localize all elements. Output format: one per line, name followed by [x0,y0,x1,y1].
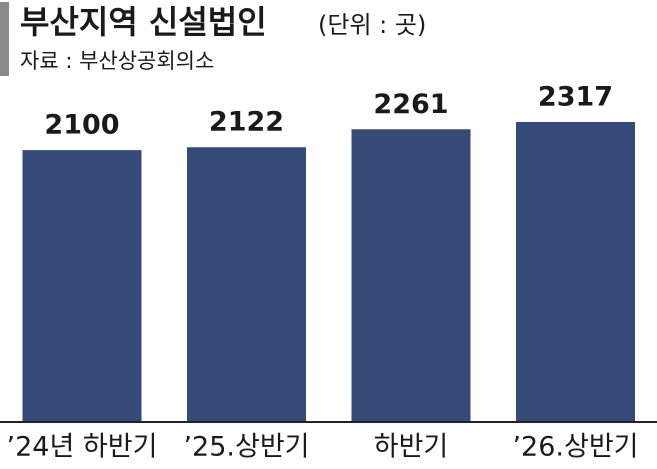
unit-label: (단위 : 곳) [318,11,426,39]
source: 자료 : 부산상공회의소 [20,49,214,73]
x-tick-label: 하반기 [374,432,449,463]
chart-title: 부산지역 신설법인 [20,3,267,41]
value-label: 2122 [209,107,284,138]
title-accent [0,2,9,76]
value-label: 2261 [373,89,448,120]
bar [22,150,142,422]
x-tick-label: ’26.상반기 [512,432,638,463]
value-label: 2100 [44,110,119,141]
bar [351,129,471,423]
bar [516,122,635,422]
x-tick-label: ’25.상반기 [183,432,309,463]
x-tick-label: ’24년 하반기 [7,432,158,463]
bar [187,147,306,422]
value-label: 2317 [538,82,613,113]
